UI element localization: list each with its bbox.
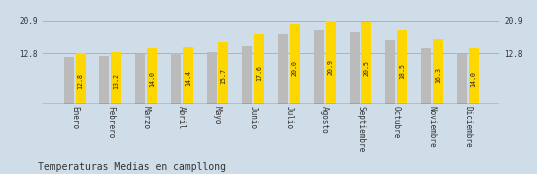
- Bar: [361, 22, 372, 104]
- Bar: [242, 46, 252, 104]
- Bar: [76, 53, 85, 104]
- Bar: [457, 54, 467, 104]
- Text: 14.0: 14.0: [470, 71, 477, 87]
- Text: 18.5: 18.5: [399, 63, 405, 79]
- Bar: [99, 56, 110, 104]
- Bar: [350, 32, 360, 104]
- Text: 12.8: 12.8: [77, 73, 84, 89]
- Bar: [64, 57, 74, 104]
- Bar: [421, 48, 431, 104]
- Bar: [433, 39, 443, 104]
- Text: 20.5: 20.5: [364, 60, 369, 76]
- Text: 16.3: 16.3: [435, 67, 441, 83]
- Bar: [207, 52, 217, 104]
- Bar: [278, 34, 288, 104]
- Bar: [290, 24, 300, 104]
- Bar: [135, 54, 145, 104]
- Bar: [183, 47, 193, 104]
- Text: Temperaturas Medias en campllong: Temperaturas Medias en campllong: [38, 162, 226, 172]
- Bar: [469, 48, 478, 104]
- Bar: [147, 48, 157, 104]
- Text: 13.2: 13.2: [113, 73, 119, 89]
- Bar: [171, 53, 181, 104]
- Bar: [254, 34, 264, 104]
- Bar: [111, 52, 121, 104]
- Bar: [397, 30, 407, 104]
- Text: 14.4: 14.4: [185, 70, 191, 86]
- Text: 20.9: 20.9: [328, 59, 333, 75]
- Bar: [325, 21, 336, 104]
- Text: 15.7: 15.7: [221, 68, 227, 84]
- Text: 20.0: 20.0: [292, 60, 298, 76]
- Text: 17.6: 17.6: [256, 65, 262, 81]
- Text: 14.0: 14.0: [149, 71, 155, 87]
- Bar: [219, 42, 228, 104]
- Bar: [314, 30, 324, 104]
- Bar: [386, 40, 395, 104]
